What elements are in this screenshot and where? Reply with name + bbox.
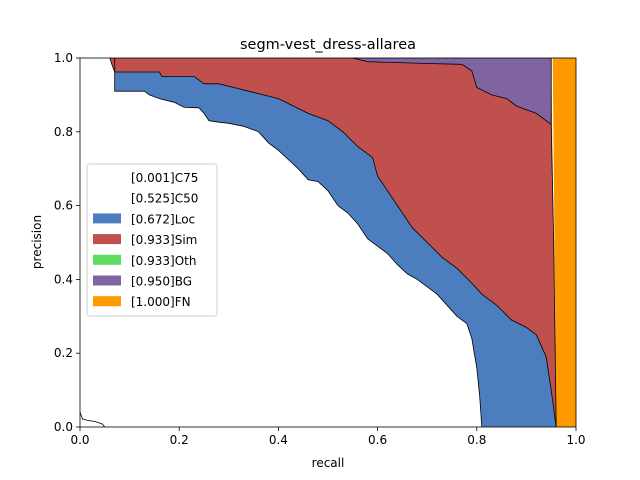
legend-swatch (93, 234, 121, 245)
legend-label: [0.525]C50 (131, 192, 198, 206)
plot-frame (79, 57, 577, 428)
x-tick-label: 0.8 (467, 433, 486, 447)
x-tick-label: 1.0 (566, 433, 585, 447)
y-axis-ticks: 0.0 0.2 0.4 0.6 0.8 1.0 (54, 51, 80, 434)
y-axis-label: precision (30, 215, 44, 269)
y-tick-label: 1.0 (54, 51, 73, 65)
chart-title: segm-vest_dress-allarea (240, 37, 416, 53)
y-tick-label: 0.0 (54, 420, 73, 434)
x-tick-label: 0.0 (70, 433, 89, 447)
boundary-lines (79, 57, 557, 428)
legend-swatch (93, 296, 121, 307)
legend-label: [0.933]Sim (131, 233, 197, 247)
y-tick-label: 0.8 (54, 125, 73, 139)
line-bg (550, 58, 557, 428)
y-tick-label: 0.2 (54, 346, 73, 360)
legend-swatch (93, 192, 121, 203)
legend-label: [0.672]Loc (131, 212, 195, 226)
line-loc (109, 57, 557, 428)
area-loc (109, 58, 557, 427)
x-axis-label: recall (312, 456, 345, 470)
line-sim (352, 57, 552, 125)
x-tick-label: 0.2 (170, 433, 189, 447)
legend-label: [0.933]Oth (131, 254, 196, 268)
legend-swatch (93, 213, 121, 224)
legend-label: [0.001]C75 (131, 171, 198, 185)
area-bg (352, 58, 552, 125)
area-fn (551, 58, 576, 427)
line-c50 (114, 58, 483, 428)
line-c75 (79, 412, 106, 428)
area-sim (109, 58, 557, 427)
legend-label: [0.950]BG (131, 275, 192, 289)
legend-swatch (93, 275, 121, 286)
x-axis-ticks: 0.0 0.2 0.4 0.6 0.8 1.0 (70, 427, 586, 447)
legend-label: [1.000]FN (131, 295, 191, 309)
y-tick-label: 0.4 (54, 272, 73, 286)
x-tick-label: 0.6 (368, 433, 387, 447)
x-tick-label: 0.4 (269, 433, 288, 447)
legend: [0.001]C75 [0.525]C50 [0.672]Loc [0.933]Sim… (86, 163, 218, 317)
legend-swatch (93, 254, 121, 265)
legend-swatch (93, 172, 121, 182)
y-tick-label: 0.6 (54, 199, 73, 213)
area-layers (109, 58, 576, 427)
